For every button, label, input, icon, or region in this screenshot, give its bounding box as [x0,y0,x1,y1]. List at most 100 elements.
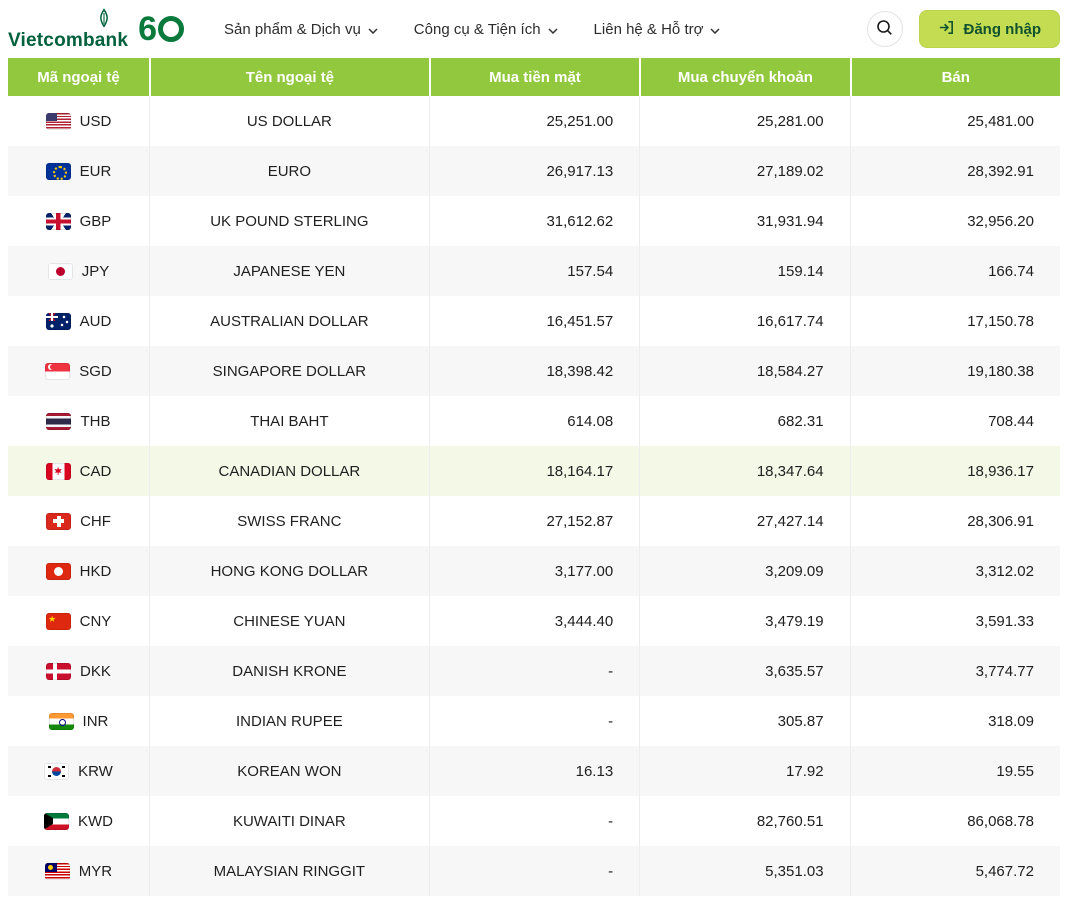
vietcombank-logo[interactable]: Vietcombank [8,8,128,50]
transfer-buy-value: 3,635.57 [639,646,849,696]
table-row-eur[interactable]: EUR EURO 26,917.13 27,189.02 28,392.91 [8,146,1060,196]
search-button[interactable] [866,11,903,47]
currency-name: SINGAPORE DOLLAR [148,346,429,396]
currency-name: JAPANESE YEN [148,246,429,296]
table-body: USD US DOLLAR 25,251.00 25,281.00 25,481.00 E… [8,96,1060,896]
currency-code-cell: SGD [8,346,149,396]
sell-value: 28,306.91 [849,496,1060,546]
cash-buy-value: 18,398.42 [428,346,639,396]
column-header-sell: Bán [849,58,1060,96]
currency-code: DKK [80,662,111,680]
currency-code-cell: CHF [8,496,149,546]
table-row-sgd[interactable]: SGD SINGAPORE DOLLAR 18,398.42 18,584.27 19,… [8,346,1060,396]
table-row-myr[interactable]: MYR MALAYSIAN RINGGIT -5,351.03 5,467.72 [8,846,1060,896]
table-row-cad[interactable]: CAD CANADIAN DOLLAR 18,164.17 18,347.64 18,9… [8,446,1060,496]
table-row-dkk[interactable]: DKK DANISH KRONE -3,635.57 3,774.77 [8,646,1060,696]
vietcombank-logo-text: Vietcombank [8,30,129,51]
flag-jpy-icon [47,262,73,280]
currency-code-cell: CNY [8,596,149,646]
table-row-chf[interactable]: CHF SWISS FRANC 27,152.87 27,427.14 28,306.9… [8,496,1060,546]
table-row-krw[interactable]: KRW KOREAN WON 16.13 17.92 19.55 [8,746,1060,796]
currency-code: EUR [79,162,112,180]
currency-code-cell: HKD [8,546,149,596]
currency-code: CNY [79,612,112,630]
transfer-buy-value: 18,584.27 [639,346,849,396]
chevron-down-icon [548,21,558,38]
currency-code-cell: JPY [8,246,149,296]
column-header-currency-code: Mã ngoại tệ [8,58,149,96]
currency-name: KOREAN WON [148,746,429,796]
cash-buy-value: - [428,696,639,746]
cash-buy-value: 614.08 [428,396,639,446]
transfer-buy-value: 159.14 [639,246,849,296]
cash-buy-value: 157.54 [428,246,639,296]
currency-code-cell: THB [8,396,149,446]
cash-buy-value: 25,251.00 [428,96,639,146]
currency-code-cell: USD [8,96,149,146]
currency-code-cell: AUD [8,296,149,346]
sell-value: 318.09 [849,696,1060,746]
currency-name: CANADIAN DOLLAR [148,446,429,496]
transfer-buy-value: 17.92 [639,746,849,796]
column-header-cash-buy: Mua tiền mặt [428,58,640,96]
currency-code-cell: KRW [8,746,149,796]
flag-dkk-icon [46,662,72,680]
sell-value: 25,481.00 [849,96,1060,146]
table-row-inr[interactable]: INR INDIAN RUPEE -305.87 318.09 [8,696,1060,746]
table-row-cny[interactable]: CNY CHINESE YUAN 3,444.40 3,479.19 3,591.33 [8,596,1060,646]
cash-buy-value: 27,152.87 [428,496,639,546]
flag-myr-icon [44,862,70,880]
nav-item-support[interactable]: Liên hệ & Hỗ trợ [594,21,721,38]
transfer-buy-value: 82,760.51 [639,796,849,846]
currency-code: SGD [79,362,112,380]
nav-item-label: Sản phẩm & Dịch vụ [224,20,361,38]
sell-value: 19,180.38 [849,346,1060,396]
cash-buy-value: 31,612.62 [428,196,639,246]
currency-code: GBP [79,212,112,230]
cash-buy-value: 26,917.13 [428,146,639,196]
sell-value: 18,936.17 [849,446,1060,496]
sell-value: 17,150.78 [849,296,1060,346]
currency-code: KRW [78,762,113,780]
flag-inr-icon [48,712,74,730]
nav-item-tools[interactable]: Công cụ & Tiện ích [414,21,558,38]
table-row-kwd[interactable]: KWD KUWAITI DINAR -82,760.51 86,068.78 [8,796,1060,846]
currency-code: HKD [79,562,112,580]
cash-buy-value: 18,164.17 [428,446,639,496]
table-row-gbp[interactable]: GBP UK POUND STERLING 31,612.62 31,931.94 32… [8,196,1060,246]
transfer-buy-value: 18,347.64 [639,446,849,496]
cash-buy-value: 3,444.40 [428,596,639,646]
table-header-row: Mã ngoại tệ Tên ngoại tệ Mua tiền mặt Mu… [8,58,1060,96]
currency-code: KWD [77,812,113,830]
login-button[interactable]: Đăng nhập [918,10,1060,48]
currency-name: MALAYSIAN RINGGIT [148,846,429,896]
currency-code: THB [80,412,111,430]
currency-code: AUD [79,312,112,330]
flag-cny-icon [45,612,71,630]
login-button-label: Đăng nhập [963,20,1042,38]
sell-value: 3,774.77 [849,646,1060,696]
table-row-usd[interactable]: USD US DOLLAR 25,251.00 25,281.00 25,481.00 [8,96,1060,146]
column-header-transfer-buy: Mua chuyển khoản [639,58,850,96]
currency-code: INR [82,712,109,730]
flag-aud-icon [45,312,71,330]
nav-item-label: Liên hệ & Hỗ trợ [593,20,704,38]
nav-item-products[interactable]: Sản phẩm & Dịch vụ [224,21,378,38]
sell-value: 19.55 [849,746,1060,796]
transfer-buy-value: 3,479.19 [639,596,849,646]
currency-name: THAI BAHT [148,396,429,446]
flag-hkd-icon [45,562,71,580]
cash-buy-value: - [428,646,639,696]
flag-gbp-icon [45,212,71,230]
flag-chf-icon [46,512,72,530]
currency-name: CHINESE YUAN [148,596,429,646]
flag-thb-icon [46,412,72,430]
table-row-thb[interactable]: THB THAI BAHT 614.08 682.31 708.44 [8,396,1060,446]
flag-cad-icon [45,462,71,480]
table-row-hkd[interactable]: HKD HONG KONG DOLLAR 3,177.00 3,209.09 3,312… [8,546,1060,596]
table-row-jpy[interactable]: JPY JAPANESE YEN 157.54 159.14 166.74 [8,246,1060,296]
table-row-aud[interactable]: AUD AUSTRALIAN DOLLAR 16,451.57 16,617.74 17… [8,296,1060,346]
login-icon [938,19,955,40]
flag-kwd-icon [43,812,69,830]
transfer-buy-value: 25,281.00 [639,96,849,146]
